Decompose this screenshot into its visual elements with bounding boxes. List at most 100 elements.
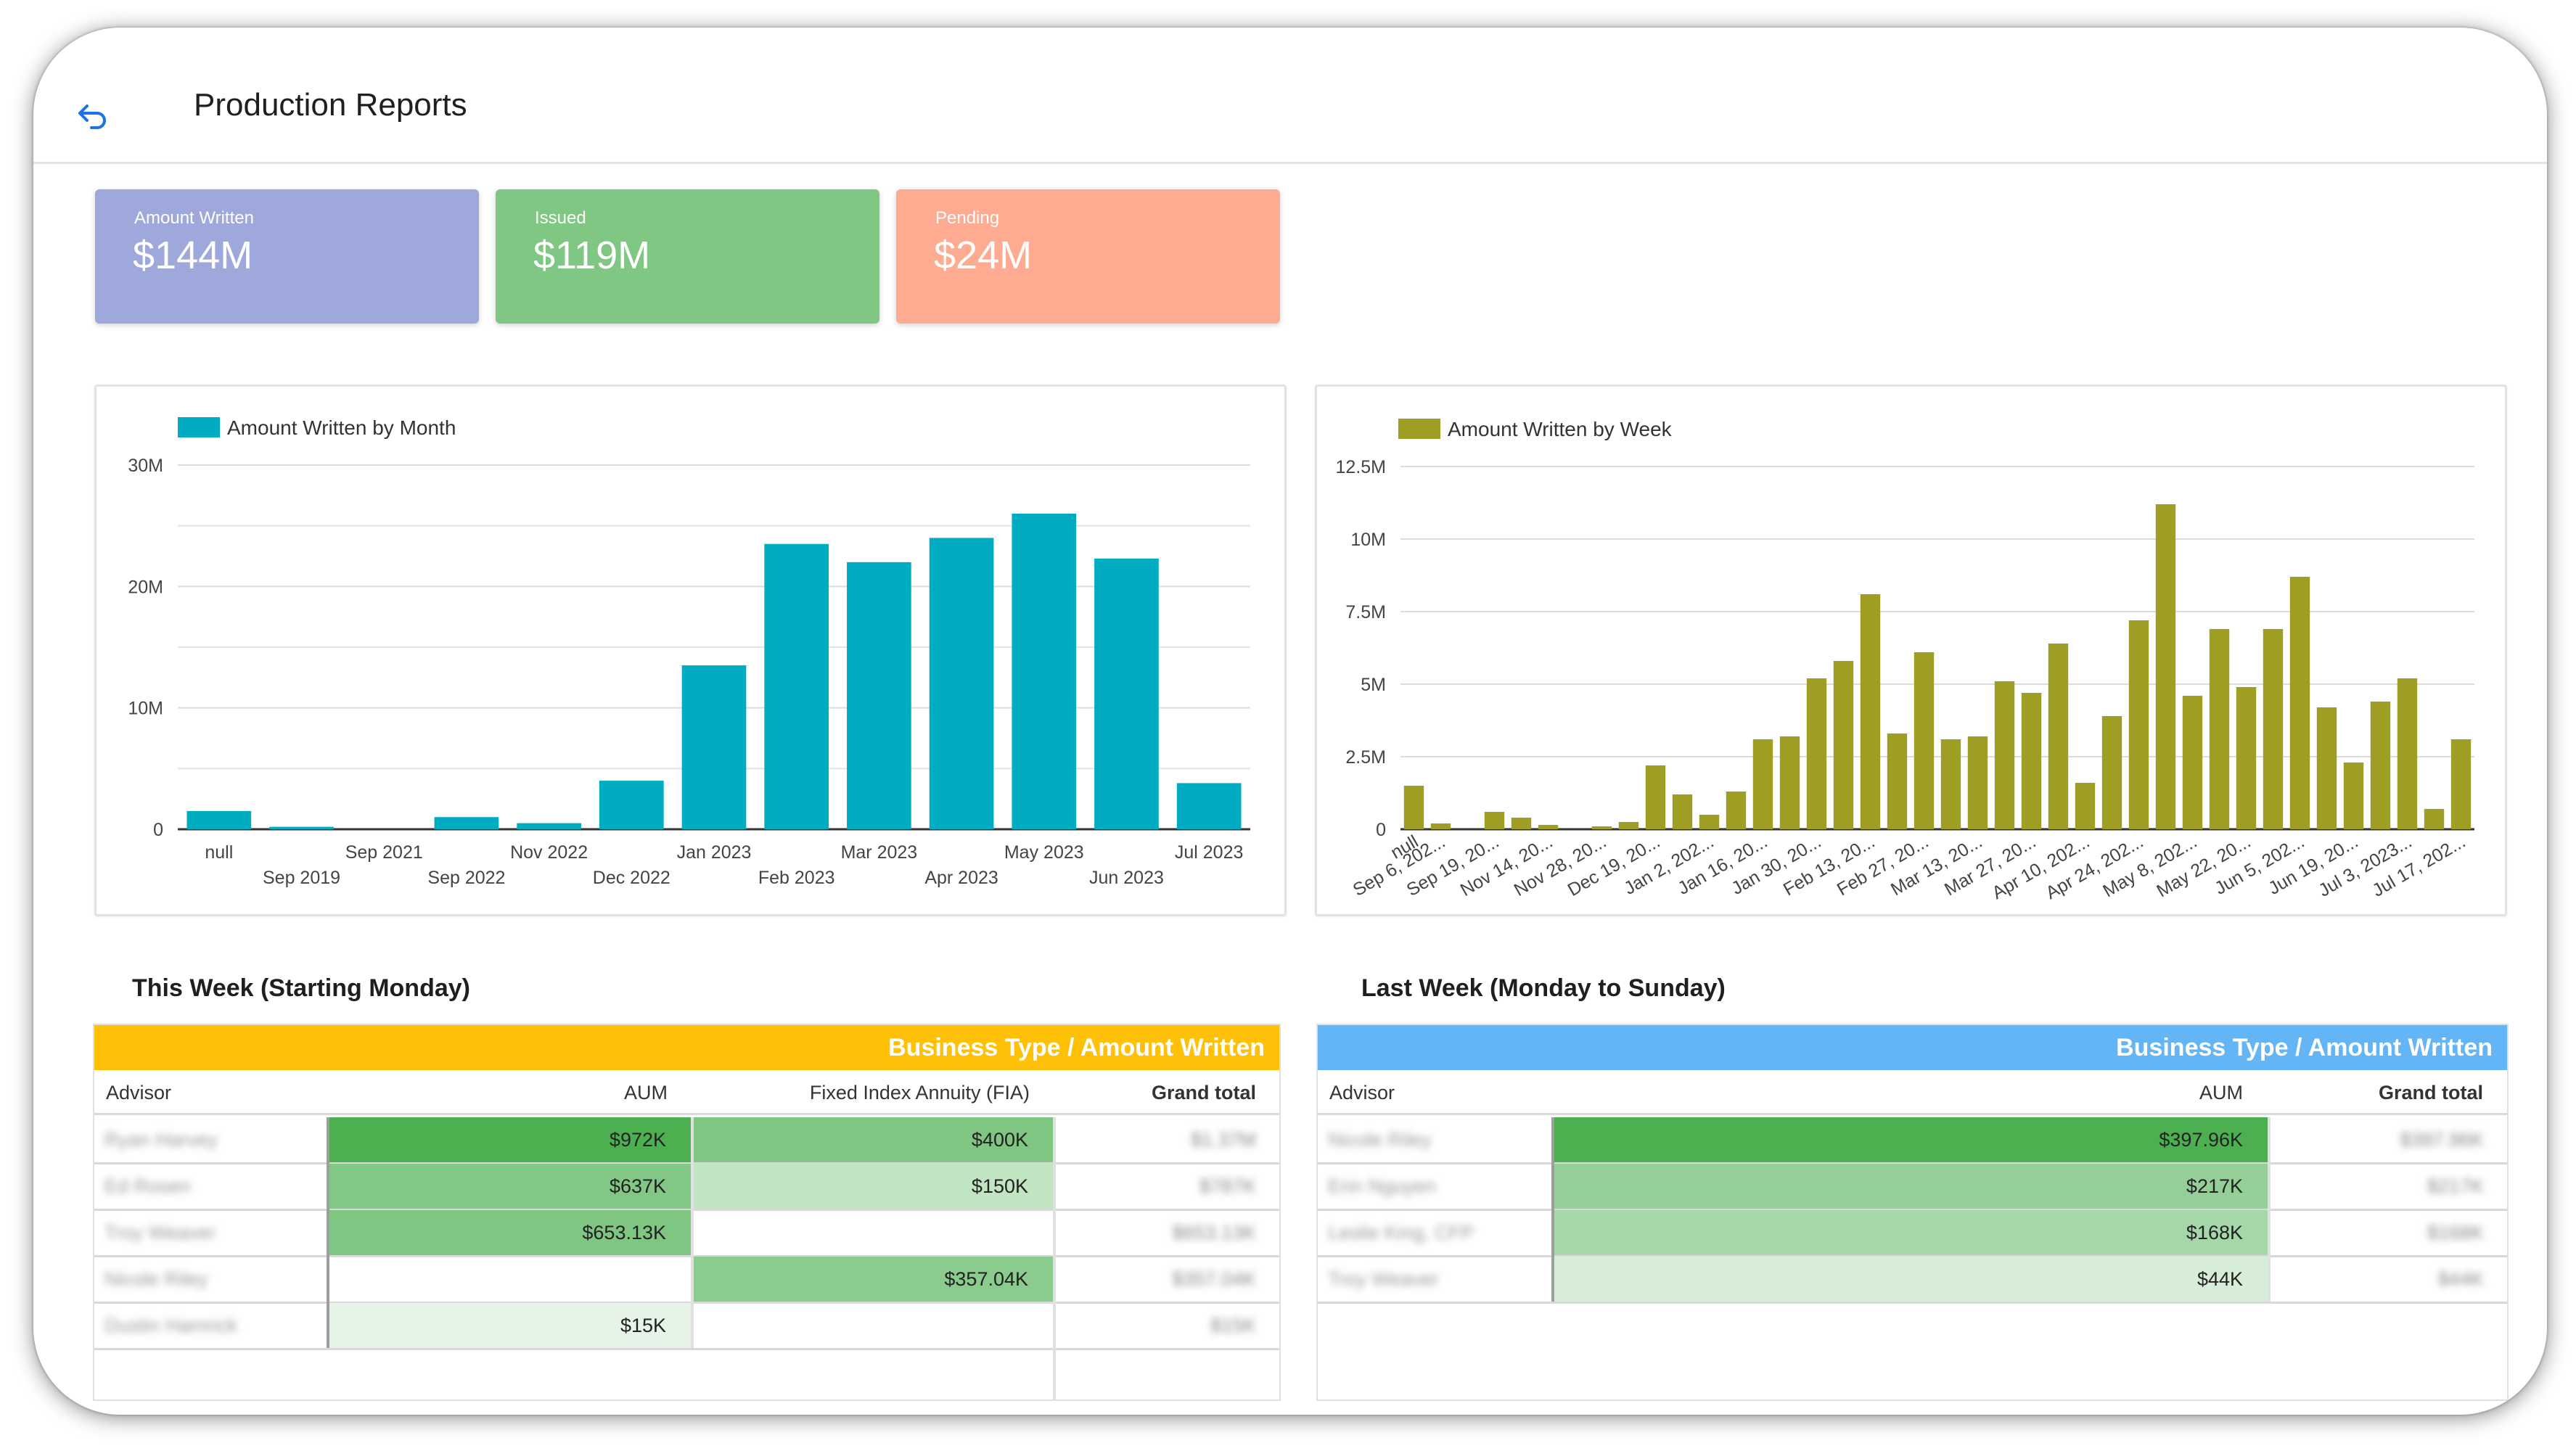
chart-bar[interactable] <box>269 826 334 829</box>
column-header-fia[interactable]: Fixed Index Annuity (FIA) <box>809 1082 1030 1103</box>
advisor-cell: Nicole Riley <box>1328 1129 1432 1151</box>
y-tick-label: 20M <box>128 577 163 597</box>
y-tick-label: 30M <box>128 456 163 476</box>
chart-bar[interactable] <box>1940 739 1961 829</box>
chart-bar[interactable] <box>1403 786 1424 829</box>
grand-total-cell: $217K <box>2427 1175 2484 1197</box>
chart-bar[interactable] <box>1538 825 1559 829</box>
table-row[interactable]: Nicole Riley $397.96K $397.96K <box>1318 1117 2507 1164</box>
row-divider <box>94 1348 1279 1350</box>
kpi-label: Amount Written <box>134 208 254 228</box>
chart-bar[interactable] <box>2450 739 2472 829</box>
y-tick-label: 5M <box>1361 675 1386 695</box>
chart-bar[interactable] <box>599 781 664 829</box>
table-row[interactable]: Leslie King, CFP $168K $168K <box>1318 1210 2507 1257</box>
column-divider <box>2268 1117 2271 1302</box>
chart-bar[interactable] <box>2424 809 2445 829</box>
weekly-chart-card: Amount Written by Week 0 2.5M 5M 7.5M 10M 12.5… <box>1315 385 2507 916</box>
monthly-chart-card: Amount Written by Month 0 10M 20M 30M null Sep… <box>94 385 1287 916</box>
row-divider <box>1318 1302 2507 1304</box>
chart-bar[interactable] <box>2343 763 2364 829</box>
column-header-aum[interactable]: AUM <box>2199 1082 2243 1103</box>
chart-bar[interactable] <box>2101 716 2122 829</box>
column-header-advisor[interactable]: Advisor <box>106 1082 172 1103</box>
chart-bar[interactable] <box>2155 504 2176 829</box>
chart-bar[interactable] <box>1430 823 1451 829</box>
table-row[interactable]: Troy Weaver $44K $44K <box>1318 1257 2507 1303</box>
chart-bar[interactable] <box>764 543 829 829</box>
chart-bar[interactable] <box>1887 733 1908 829</box>
x-tick-label: Sep 2022 <box>427 868 505 888</box>
chart-bar[interactable] <box>1699 815 1720 829</box>
grand-total-cell: $15K <box>1210 1315 1256 1336</box>
grand-total-cell: $168K <box>2427 1222 2484 1244</box>
chart-bar[interactable] <box>1779 736 1800 829</box>
chart-bar[interactable] <box>2075 783 2096 829</box>
chart-bar[interactable] <box>2182 696 2203 829</box>
y-tick-label: 0 <box>1376 820 1386 840</box>
chart-bar[interactable] <box>1726 792 1747 829</box>
x-tick-label: Nov 2022 <box>510 842 588 863</box>
column-header-grand-total[interactable]: Grand total <box>1151 1082 1256 1103</box>
chart-bar[interactable] <box>681 665 747 829</box>
chart-bar[interactable] <box>929 538 994 829</box>
chart-bar[interactable] <box>1806 678 1827 829</box>
chart-bar[interactable] <box>2263 629 2284 829</box>
chart-bar[interactable] <box>1752 739 1773 829</box>
chart-bar[interactable] <box>2128 620 2149 829</box>
column-header-aum[interactable]: AUM <box>624 1082 668 1103</box>
chart-bar[interactable] <box>1176 783 1242 829</box>
table-row[interactable]: Troy Weaver $653.13K $653.13K <box>94 1210 1279 1257</box>
chart-bar[interactable] <box>2316 707 2337 829</box>
chart-bar[interactable] <box>1833 661 1854 829</box>
aum-cell: $653.13K <box>329 1210 691 1255</box>
x-tick-label: Jun 2023 <box>1089 868 1164 888</box>
dashboard-frame: Production Reports Amount Written $144M … <box>33 28 2547 1415</box>
chart-bar[interactable] <box>847 562 911 829</box>
table-banner: Business Type / Amount Written <box>1318 1025 2507 1070</box>
chart-bar[interactable] <box>2236 687 2257 829</box>
chart-bar[interactable] <box>2209 629 2230 829</box>
chart-bar[interactable] <box>2021 693 2042 829</box>
chart-bar[interactable] <box>1994 681 2015 829</box>
fia-cell: $400K <box>694 1117 1053 1162</box>
table-row[interactable]: Dustin Hamrick $15K $15K <box>94 1303 1279 1349</box>
table-row[interactable]: Ed Rosen $637K $150K $787K <box>94 1164 1279 1210</box>
x-tick-label: Sep 2021 <box>345 842 423 863</box>
chart-bar[interactable] <box>1094 558 1159 829</box>
chart-bar[interactable] <box>1484 812 1505 829</box>
x-tick-label: null <box>205 842 233 863</box>
undo-arrow-icon[interactable] <box>71 94 115 138</box>
chart-bar[interactable] <box>1967 736 1988 829</box>
chart-bar[interactable] <box>517 823 581 829</box>
chart-bar[interactable] <box>1511 818 1532 829</box>
chart-bar[interactable] <box>1860 594 1881 829</box>
table-row[interactable]: Erin Nguyen $217K $217K <box>1318 1164 2507 1210</box>
table-header-row: Advisor AUM Fixed Index Annuity (FIA) Gr… <box>94 1070 1279 1115</box>
chart-bar[interactable] <box>186 810 252 829</box>
chart-bar[interactable] <box>1645 765 1666 829</box>
table-row[interactable]: Nicole Riley $357.04K $357.04K <box>94 1257 1279 1303</box>
column-divider <box>691 1117 694 1348</box>
aum-cell: $637K <box>329 1164 691 1209</box>
chart-bar[interactable] <box>2289 577 2310 829</box>
chart-bar[interactable] <box>1012 513 1077 829</box>
y-tick-label: 12.5M <box>1336 457 1386 477</box>
chart-bar[interactable] <box>434 817 499 829</box>
chart-bar[interactable] <box>1672 794 1693 829</box>
chart-bar[interactable] <box>2397 678 2418 829</box>
aum-cell: $972K <box>329 1117 691 1162</box>
advisor-cell: Troy Weaver <box>104 1222 216 1244</box>
y-tick-label: 0 <box>153 820 163 840</box>
table-row[interactable]: Ryan Harvey $972K $400K $1.37M <box>94 1117 1279 1164</box>
chart-bar[interactable] <box>1618 822 1639 829</box>
column-header-grand-total[interactable]: Grand total <box>2378 1082 2483 1103</box>
chart-bar[interactable] <box>2048 644 2069 829</box>
chart-bar[interactable] <box>1591 826 1612 829</box>
chart-bar[interactable] <box>1913 652 1935 829</box>
column-header-advisor[interactable]: Advisor <box>1329 1082 1395 1103</box>
y-tick-label: 10M <box>128 699 163 719</box>
column-divider <box>1053 1117 1056 1400</box>
chart-bar[interactable] <box>2370 702 2391 829</box>
last-week-title: Last Week (Monday to Sunday) <box>1361 974 1726 1002</box>
